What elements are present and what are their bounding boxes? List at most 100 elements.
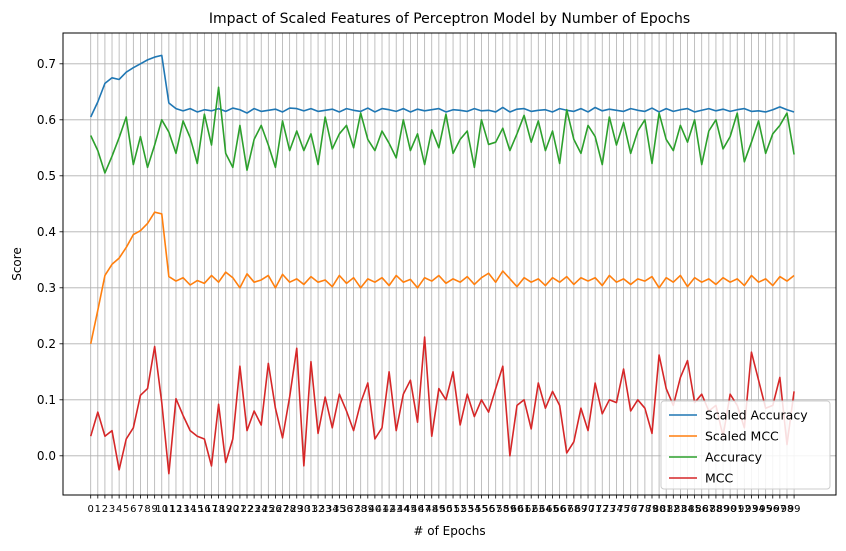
x-tick-label: 86 — [695, 504, 708, 515]
x-tick-label: 40 — [369, 504, 382, 515]
x-tick-label: 12 — [170, 504, 183, 515]
x-tick-label: 85 — [688, 504, 701, 515]
x-tick-label: 91 — [731, 504, 744, 515]
x-tick-label: 27 — [276, 504, 289, 515]
x-tick-label: 72 — [596, 504, 609, 515]
x-tick-label: 20 — [226, 504, 239, 515]
x-tick-label: 81 — [660, 504, 673, 515]
x-tick-label: 15 — [191, 504, 204, 515]
x-tick-label: 35 — [333, 504, 346, 515]
x-tick-label: 9 — [151, 504, 157, 515]
x-tick-label: 8 — [144, 504, 150, 515]
x-tick-label: 58 — [496, 504, 509, 515]
x-tick-label: 78 — [639, 504, 652, 515]
x-tick-label: 21 — [234, 504, 247, 515]
x-tick-label: 70 — [582, 504, 595, 515]
y-tick-label: 0.4 — [37, 225, 56, 239]
legend-label-scaled-mcc: Scaled MCC — [705, 429, 779, 444]
x-tick-label: 77 — [631, 504, 644, 515]
x-tick-label: 26 — [269, 504, 282, 515]
x-tick-label: 28 — [283, 504, 296, 515]
x-tick-label: 52 — [454, 504, 467, 515]
x-tick-label: 97 — [774, 504, 787, 515]
series-layer — [89, 54, 795, 475]
x-tick-label: 46 — [411, 504, 424, 515]
y-tick-label: 0.0 — [37, 449, 56, 463]
x-tick-label: 23 — [248, 504, 261, 515]
tick-layer: 0 1 2 3 4 5 6 7 8 9101112131415161718192021222324… — [37, 57, 801, 515]
legend-label-accuracy: Accuracy — [705, 450, 763, 465]
x-tick-label: 68 — [567, 504, 580, 515]
x-tick-label: 75 — [617, 504, 630, 515]
x-tick-label: 41 — [376, 504, 389, 515]
x-tick-label: 44 — [397, 504, 410, 515]
x-tick-label: 24 — [255, 504, 268, 515]
x-tick-label: 37 — [347, 504, 360, 515]
x-tick-label: 51 — [447, 504, 460, 515]
x-tick-label: 69 — [575, 504, 588, 515]
x-tick-label: 62 — [525, 504, 538, 515]
x-tick-label: 96 — [766, 504, 779, 515]
x-tick-label: 54 — [468, 504, 481, 515]
x-tick-label: 25 — [262, 504, 275, 515]
x-tick-label: 59 — [504, 504, 517, 515]
x-tick-label: 4 — [116, 504, 122, 515]
x-tick-label: 99 — [788, 504, 801, 515]
series-line-accuracy — [89, 86, 795, 174]
x-tick-label: 34 — [326, 504, 339, 515]
x-tick-label: 33 — [319, 504, 332, 515]
legend-label-scaled-accuracy: Scaled Accuracy — [705, 408, 808, 423]
x-tick-label: 55 — [475, 504, 488, 515]
y-tick-label: 0.7 — [37, 57, 56, 71]
series-line-scaled-accuracy — [89, 54, 795, 118]
x-axis-label: # of Epochs — [413, 524, 485, 538]
x-tick-label: 92 — [738, 504, 751, 515]
y-tick-label: 0.6 — [37, 113, 56, 127]
x-tick-label: 56 — [482, 504, 495, 515]
x-tick-label: 31 — [305, 504, 318, 515]
x-tick-label: 19 — [219, 504, 232, 515]
x-tick-label: 2 — [102, 504, 108, 515]
x-tick-label: 45 — [404, 504, 417, 515]
x-tick-label: 65 — [546, 504, 559, 515]
x-tick-label: 1 — [95, 504, 101, 515]
y-tick-label: 0.3 — [37, 281, 56, 295]
legend-box — [660, 400, 831, 490]
x-tick-label: 22 — [241, 504, 254, 515]
y-tick-label: 0.2 — [37, 337, 56, 351]
x-tick-label: 38 — [354, 504, 367, 515]
x-tick-label: 3 — [109, 504, 115, 515]
x-tick-label: 17 — [205, 504, 218, 515]
x-tick-label: 60 — [511, 504, 524, 515]
x-tick-label: 93 — [745, 504, 758, 515]
x-tick-label: 10 — [155, 504, 168, 515]
legend-label-mcc: MCC — [705, 471, 734, 486]
x-tick-label: 39 — [361, 504, 374, 515]
series-line-mcc — [89, 336, 795, 475]
x-tick-label: 42 — [383, 504, 396, 515]
x-tick-label: 94 — [752, 504, 765, 515]
x-tick-label: 88 — [710, 504, 723, 515]
x-tick-label: 14 — [184, 504, 197, 515]
x-tick-label: 79 — [646, 504, 659, 515]
x-tick-label: 90 — [724, 504, 737, 515]
x-tick-label: 98 — [781, 504, 794, 515]
x-tick-label: 76 — [624, 504, 637, 515]
x-tick-label: 36 — [340, 504, 353, 515]
y-tick-label: 0.1 — [37, 393, 56, 407]
x-tick-label: 47 — [418, 504, 431, 515]
x-tick-label: 61 — [518, 504, 531, 515]
x-tick-label: 64 — [539, 504, 552, 515]
x-tick-label: 11 — [162, 504, 175, 515]
x-tick-label: 48 — [425, 504, 438, 515]
x-tick-label: 32 — [312, 504, 325, 515]
chart-title: Impact of Scaled Features of Perceptron … — [209, 11, 690, 27]
x-tick-label: 49 — [432, 504, 445, 515]
x-tick-label: 6 — [130, 504, 136, 515]
x-tick-label: 83 — [674, 504, 687, 515]
x-tick-label: 82 — [667, 504, 680, 515]
x-tick-label: 74 — [610, 504, 623, 515]
x-tick-label: 66 — [553, 504, 566, 515]
x-tick-label: 71 — [589, 504, 602, 515]
